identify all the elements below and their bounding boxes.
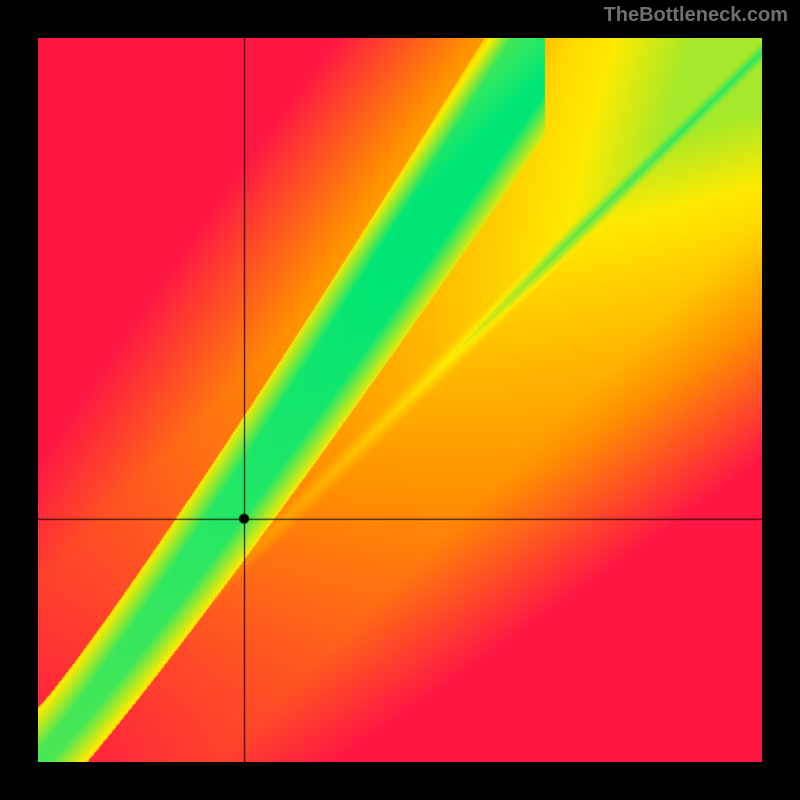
watermark-text: TheBottleneck.com — [604, 4, 788, 27]
heatmap-canvas — [38, 38, 762, 762]
chart-container: TheBottleneck.com — [0, 0, 800, 800]
heatmap-plot — [38, 38, 762, 762]
